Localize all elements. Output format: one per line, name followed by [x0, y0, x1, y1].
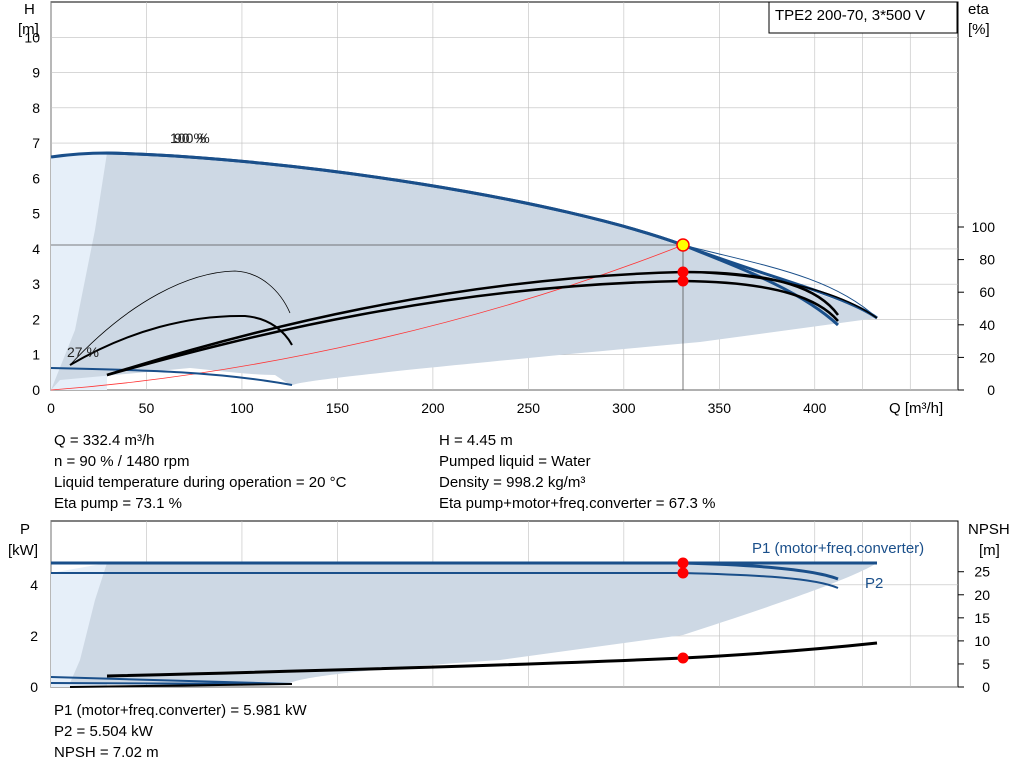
info-flow: Q = 332.4 m³/h: [54, 432, 155, 449]
y-tick-label: 0: [32, 382, 40, 398]
upper-operating-area: [51, 153, 877, 390]
x-tick-label: 250: [517, 400, 541, 416]
op-marker-p2[interactable]: [677, 567, 689, 579]
y-tick-label: 9: [32, 65, 40, 81]
info-p1: P1 (motor+freq.converter) = 5.981 kW: [54, 702, 307, 719]
eta-curve-low-1: [69, 314, 293, 366]
speed-label-100: 100 %: [170, 130, 210, 146]
x-tick-label: 0: [47, 400, 55, 416]
y-tick-label: 10: [24, 29, 40, 45]
info-eta-pump: Eta pump = 73.1 %: [54, 495, 182, 512]
y2-tick-label: 15: [974, 610, 990, 626]
x-tick-label: 150: [326, 400, 350, 416]
x-tick-label: 50: [139, 400, 155, 416]
eta-curve-total: [106, 279, 839, 377]
info-power-block: P1 (motor+freq.converter) = 5.981 kW P2 …: [54, 700, 307, 763]
y-tick-label: 7: [32, 135, 40, 151]
eta-curve-low-thin: [69, 270, 291, 366]
y-tick-label: 2: [30, 628, 38, 644]
y2-tick-label: 40: [979, 317, 995, 333]
x-tick-label: 200: [421, 400, 445, 416]
y-left-label-h: H: [24, 1, 35, 18]
info-left-block: Q = 332.4 m³/h n = 90 % / 1480 rpm Liqui…: [54, 430, 346, 514]
npsh-curve-low: [69, 683, 293, 688]
x-tick-label: 350: [708, 400, 732, 416]
y2-tick-label: 0: [982, 679, 990, 695]
y2-tick-label: 25: [974, 564, 990, 580]
info-liquid: Pumped liquid = Water: [439, 453, 591, 470]
y2-tick-label: 60: [979, 284, 995, 300]
info-head: H = 4.45 m: [439, 432, 513, 449]
y-tick-label: 4: [30, 577, 38, 593]
h-curve-90: [106, 151, 840, 327]
y-tick-label: 4: [32, 241, 40, 257]
info-right-block: H = 4.45 m Pumped liquid = Water Density…: [439, 430, 715, 514]
y-tick-label: 0: [30, 679, 38, 695]
lower-y-left-label-p: P: [20, 521, 30, 538]
p2-series-label: P2: [865, 575, 883, 592]
lower-y-right-label-unit: [m]: [979, 542, 1000, 559]
op-marker-h[interactable]: [676, 238, 690, 252]
speed-label-90: 90 %: [174, 130, 206, 146]
y2-tick-label: 5: [982, 656, 990, 672]
y-tick-label: 8: [32, 100, 40, 116]
op-marker-p1[interactable]: [677, 557, 689, 569]
speed-label-27: 27 %: [67, 344, 99, 360]
p1-curve-90: [107, 561, 839, 581]
upper-tick-labels: 0 50 100 150 200 250 300 350 4000123456789100204…: [24, 29, 995, 416]
info-eta-total: Eta pump+motor+freq.converter = 67.3 %: [439, 495, 716, 512]
op-marker-eta-1[interactable]: [677, 266, 689, 278]
info-speed: n = 90 % / 1480 rpm: [54, 453, 190, 470]
eta-curve-100: [682, 271, 878, 319]
title-box: [768, 1, 958, 34]
info-npsh: NPSH = 7.02 m: [54, 744, 159, 761]
y-tick-label: 3: [32, 276, 40, 292]
y2-tick-label: 80: [979, 252, 995, 268]
info-temperature: Liquid temperature during operation = 20…: [54, 474, 347, 491]
y2-tick-label: 0: [987, 382, 995, 398]
y-tick-label: 6: [32, 170, 40, 186]
y-tick-label: 2: [32, 311, 40, 327]
npsh-curve: [106, 641, 878, 678]
y-left-label-unit: [m]: [18, 21, 39, 38]
x-tick-label: 300: [612, 400, 636, 416]
op-marker-eta-2[interactable]: [677, 275, 689, 287]
lower-y-left-label-unit: [kW]: [8, 542, 38, 559]
chart-title: TPE2 200-70, 3*500 V: [775, 7, 925, 24]
x-axis-label: Q [m³/h]: [889, 400, 943, 417]
y-tick-label: 1: [32, 347, 40, 363]
info-p2: P2 = 5.504 kW: [54, 723, 153, 740]
h-curve-thin-edge: [682, 244, 878, 319]
y-tick-label: 5: [32, 206, 40, 222]
y-right-label-eta: eta: [968, 1, 990, 18]
x-tick-label: 100: [230, 400, 254, 416]
y2-tick-label: 20: [974, 587, 990, 603]
y2-tick-label: 10: [974, 633, 990, 649]
y2-tick-label: 100: [972, 219, 996, 235]
h-curve-27: [50, 367, 293, 386]
lower-y-right-label-npsh: NPSH: [968, 521, 1010, 538]
lower-tick-labels: 0 2 4 0 5 10 15 20 25: [30, 564, 990, 695]
x-tick-label: 400: [803, 400, 827, 416]
y2-tick-label: 20: [979, 349, 995, 365]
info-density: Density = 998.2 kg/m³: [439, 474, 586, 491]
eta-curve-pump: [106, 270, 840, 377]
lower-operating-area: [70, 563, 877, 683]
y-right-label-unit: [%]: [968, 21, 990, 38]
p1-series-label: P1 (motor+freq.converter): [752, 540, 924, 557]
p2-curve: [51, 572, 839, 589]
op-marker-npsh[interactable]: [677, 652, 689, 664]
